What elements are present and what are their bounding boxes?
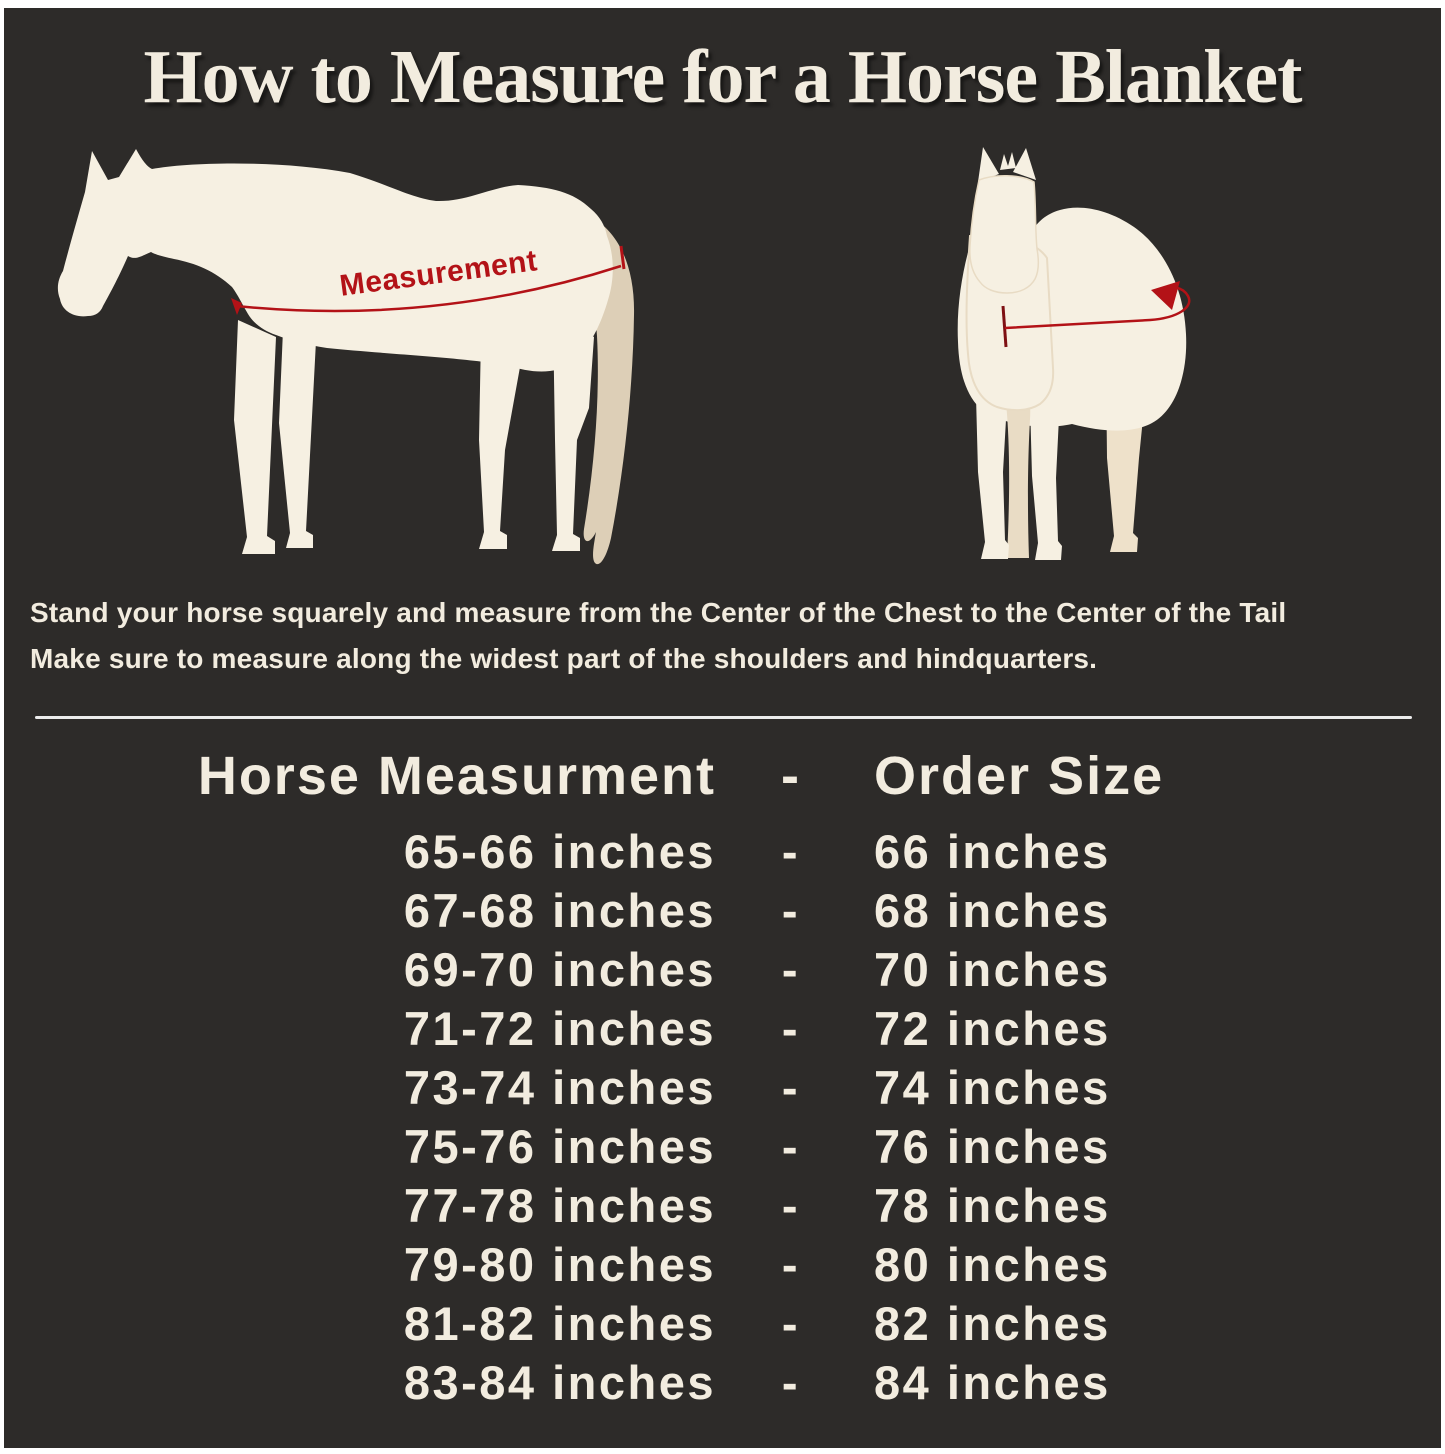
cell-size: 80 inches	[874, 1238, 1111, 1291]
measurement-chest-tick	[1001, 305, 1008, 348]
size-table-header: Horse Measurment - Order Size	[4, 732, 1441, 820]
table-row: 73-74 inches - 74 inches	[4, 1058, 1441, 1117]
horse-hind-leg-forward	[479, 336, 522, 549]
table-row: 75-76 inches - 76 inches	[4, 1117, 1441, 1176]
instructions-line-1: Stand your horse squarely and measure fr…	[30, 597, 1287, 628]
cell-size: 76 inches	[874, 1120, 1111, 1173]
measurement-line-chest-mark	[231, 298, 242, 315]
table-row: 71-72 inches - 72 inches	[4, 999, 1441, 1058]
cell-size: 78 inches	[874, 1179, 1111, 1232]
cell-separator: -	[781, 1356, 801, 1409]
table-row: 77-78 inches - 78 inches	[4, 1176, 1441, 1235]
table-row: 83-84 inches - 84 inches	[4, 1353, 1441, 1412]
cell-separator: -	[781, 1002, 801, 1055]
front-view-horse-illustration	[957, 147, 1191, 560]
section-divider	[35, 716, 1412, 719]
side-view-horse-illustration	[57, 149, 635, 565]
horse-body-silhouette	[57, 149, 613, 372]
cell-separator: -	[781, 1297, 801, 1350]
header-measurement-column: Horse Measurment	[197, 746, 716, 806]
table-row: 67-68 inches - 68 inches	[4, 881, 1441, 940]
horse-head	[969, 175, 1040, 294]
cell-size: 68 inches	[874, 884, 1111, 937]
cell-measurement: 77-78 inches	[403, 1179, 716, 1232]
cell-measurement: 83-84 inches	[403, 1356, 716, 1409]
cell-separator: -	[781, 1061, 801, 1114]
header-size-column: Order Size	[874, 746, 1165, 806]
instructions-line-2: Make sure to measure along the widest pa…	[30, 643, 1098, 674]
cell-size: 72 inches	[874, 1002, 1111, 1055]
cell-separator: -	[781, 825, 801, 878]
cell-separator: -	[781, 884, 801, 937]
horse-front-leg-rear	[279, 330, 316, 548]
header-separator: -	[781, 746, 801, 806]
measurement-line-end-tick	[619, 245, 626, 270]
horse-hind-leg-rear	[552, 316, 594, 551]
table-row: 79-80 inches - 80 inches	[4, 1235, 1441, 1294]
cell-size: 82 inches	[874, 1297, 1111, 1350]
cell-separator: -	[781, 1179, 801, 1232]
cell-size: 84 inches	[874, 1356, 1111, 1409]
horse-ear-left	[978, 147, 999, 182]
cell-separator: -	[781, 1120, 801, 1173]
cell-measurement: 67-68 inches	[403, 884, 716, 937]
measurement-arrowhead	[1151, 281, 1180, 310]
size-table: Horse Measurment - Order Size 65-66 inch…	[4, 732, 1441, 1412]
table-row: 65-66 inches - 66 inches	[4, 822, 1441, 881]
horse-front-leg-right	[1030, 397, 1062, 560]
horse-front-leg-forward	[234, 320, 276, 554]
horse-forelock	[1000, 152, 1016, 170]
infographic-canvas: How to Measure for a Horse Blanket Measu…	[4, 8, 1441, 1448]
horse-front-leg-left	[976, 396, 1009, 559]
measurement-line	[235, 264, 622, 313]
cell-measurement: 73-74 inches	[403, 1061, 716, 1114]
horse-tail	[575, 218, 635, 565]
cell-measurement: 81-82 inches	[403, 1297, 716, 1350]
page-title: How to Measure for a Horse Blanket	[143, 35, 1303, 119]
size-table-rows: 65-66 inches - 66 inches 67-68 inches - 68 in…	[4, 822, 1441, 1412]
cell-measurement: 65-66 inches	[403, 825, 716, 878]
instructions-text: Stand your horse squarely and measure fr…	[30, 590, 1430, 682]
cell-separator: -	[781, 943, 801, 996]
cell-size: 66 inches	[874, 825, 1111, 878]
cell-separator: -	[781, 1238, 801, 1291]
chest-shadow	[1006, 402, 1031, 558]
cell-measurement: 75-76 inches	[403, 1120, 716, 1173]
cell-measurement: 71-72 inches	[403, 1002, 716, 1055]
horse-ear-right	[1013, 148, 1036, 180]
cell-measurement: 69-70 inches	[403, 943, 716, 996]
table-row: 81-82 inches - 82 inches	[4, 1294, 1441, 1353]
cell-size: 74 inches	[874, 1061, 1111, 1114]
cell-size: 70 inches	[874, 943, 1111, 996]
table-row: 69-70 inches - 70 inches	[4, 940, 1441, 999]
cell-measurement: 79-80 inches	[403, 1238, 716, 1291]
